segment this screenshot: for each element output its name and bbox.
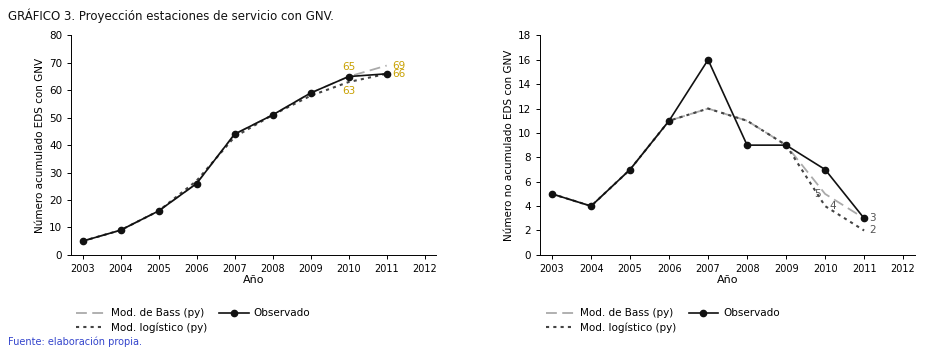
Y-axis label: Número no acumulado EDS con GNV: Número no acumulado EDS con GNV [504, 50, 514, 241]
Text: 5: 5 [814, 189, 821, 199]
Text: 65: 65 [342, 62, 356, 73]
Text: GRÁFICO 3. Proyección estaciones de servicio con GNV.: GRÁFICO 3. Proyección estaciones de serv… [8, 9, 334, 23]
Text: 66: 66 [392, 69, 406, 79]
X-axis label: Año: Año [243, 275, 264, 285]
Legend: Mod. de Bass (py), Mod. logístico (py), Observado: Mod. de Bass (py), Mod. logístico (py), … [545, 308, 779, 333]
Text: 63: 63 [342, 86, 356, 96]
Legend: Mod. de Bass (py), Mod. logístico (py), Observado: Mod. de Bass (py), Mod. logístico (py), … [76, 308, 310, 333]
Y-axis label: Número acumulado EDS con GNV: Número acumulado EDS con GNV [35, 58, 45, 233]
Text: Fuente: elaboración propia.: Fuente: elaboración propia. [8, 336, 141, 347]
Text: 2: 2 [868, 225, 875, 235]
Text: 4: 4 [830, 201, 836, 211]
X-axis label: Año: Año [717, 275, 738, 285]
Text: 69: 69 [392, 61, 406, 70]
Text: 3: 3 [868, 213, 875, 223]
